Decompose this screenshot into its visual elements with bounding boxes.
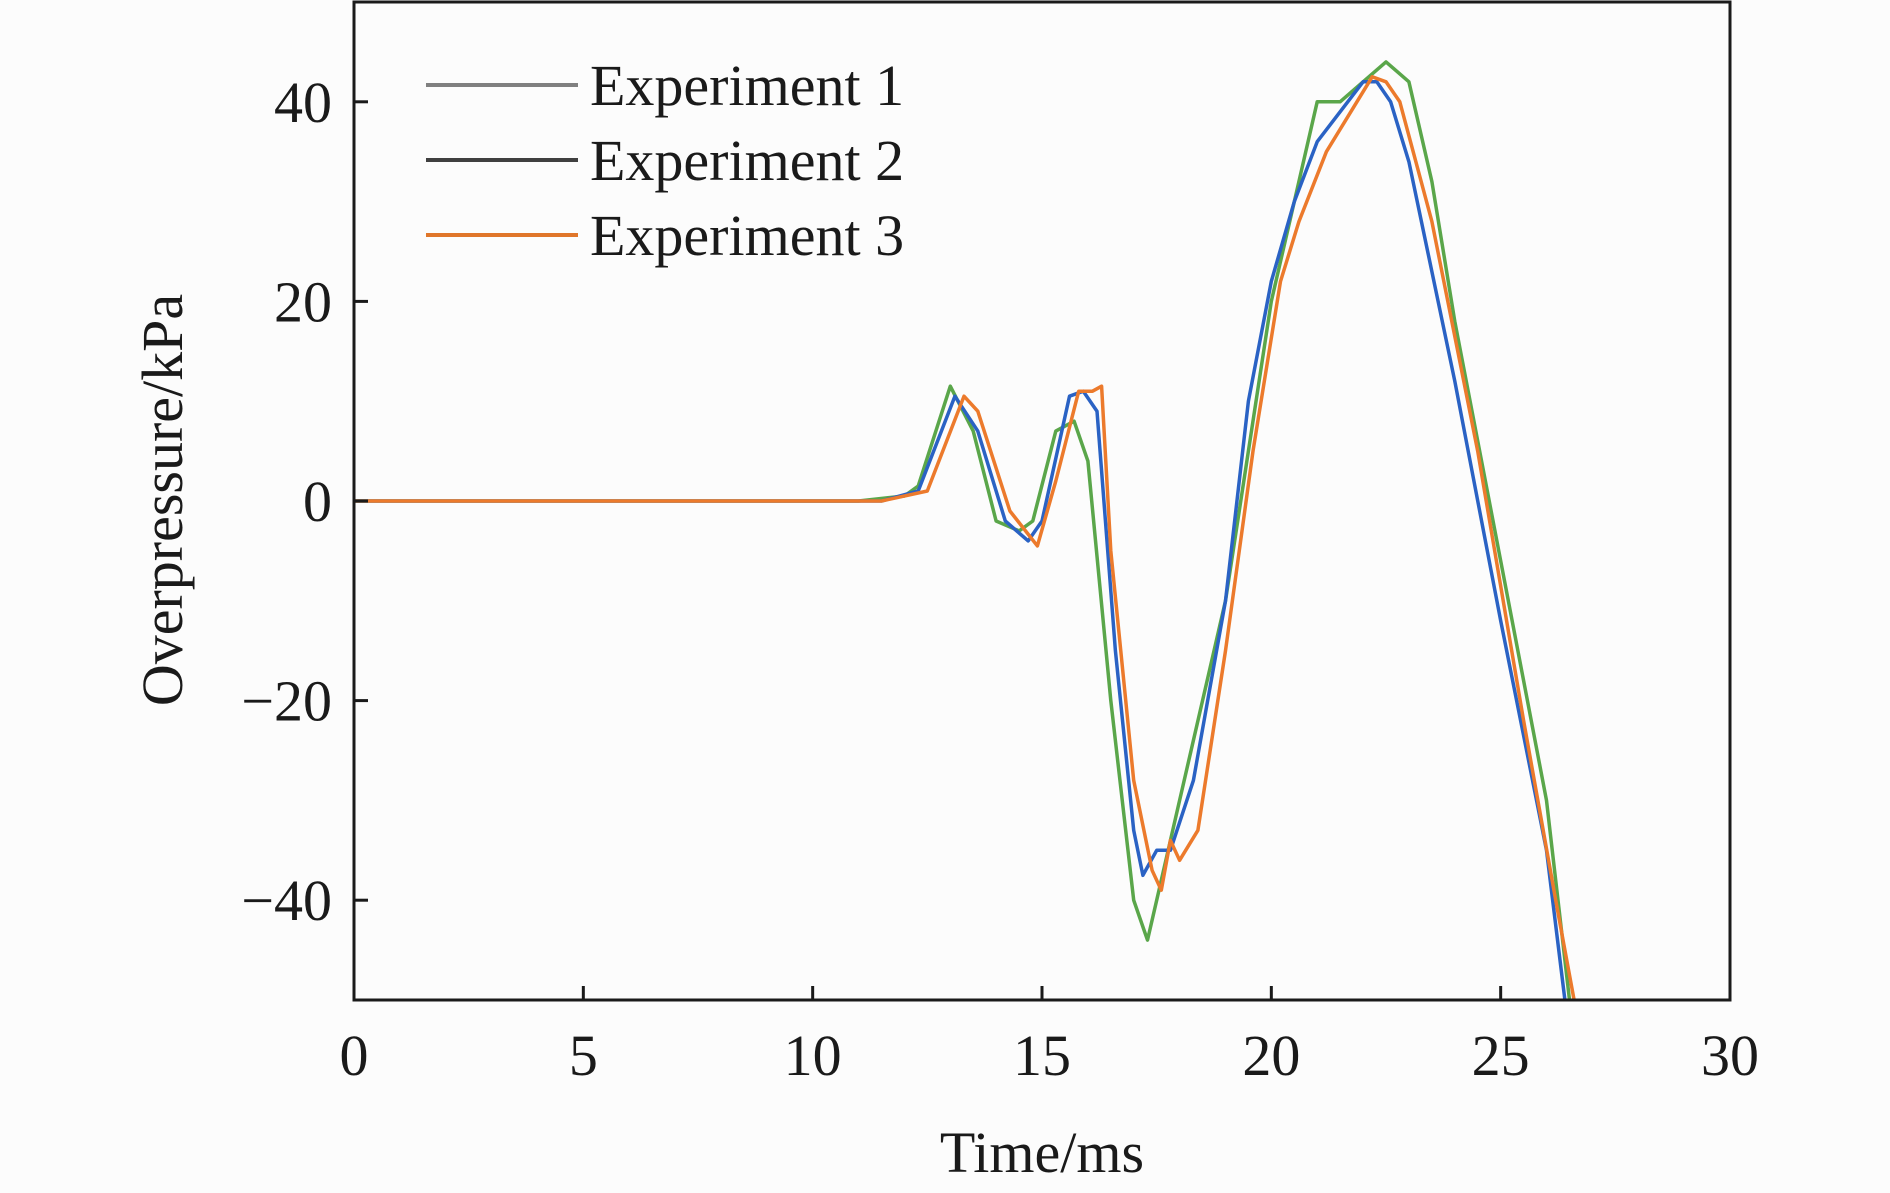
x-tick-label: 25 — [1472, 1023, 1530, 1088]
y-tick-label: 20 — [274, 269, 332, 334]
x-axis-label: Time/ms — [940, 1120, 1144, 1185]
legend-label-experiment-3: Experiment 3 — [590, 203, 904, 268]
y-axis-label: Overpressure/kPa — [130, 294, 195, 706]
ticks-layer: 0 5 10 15 20 25 30 −40 −20 0 20 40 — [241, 70, 1759, 1088]
y-tick-label: 40 — [274, 70, 332, 135]
series-line-experiment-2 — [354, 80, 1567, 1000]
x-tick-label: 0 — [340, 1023, 369, 1088]
series-line-experiment-3 — [354, 75, 1576, 1000]
x-tick-label: 15 — [1013, 1023, 1071, 1088]
series-layer — [354, 60, 1576, 1000]
y-tick-label: −20 — [241, 669, 332, 734]
legend: Experiment 1 Experiment 2 Experiment 3 — [426, 53, 904, 268]
x-tick-label: 20 — [1242, 1023, 1300, 1088]
series-line-experiment-1 — [354, 60, 1572, 1000]
x-tick-label: 5 — [569, 1023, 598, 1088]
x-tick-label: 30 — [1701, 1023, 1759, 1088]
y-tick-label: 0 — [303, 469, 332, 534]
x-tick-label: 10 — [784, 1023, 842, 1088]
y-tick-label: −40 — [241, 868, 332, 933]
legend-label-experiment-1: Experiment 1 — [590, 53, 904, 118]
legend-label-experiment-2: Experiment 2 — [590, 128, 904, 193]
